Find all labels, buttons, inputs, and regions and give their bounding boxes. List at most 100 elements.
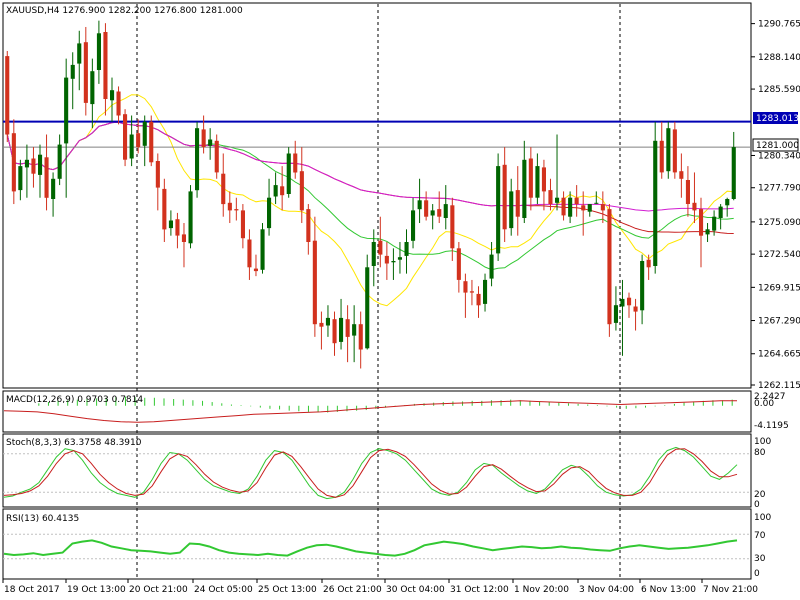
candle-body xyxy=(424,200,429,217)
candle xyxy=(469,279,474,306)
candle xyxy=(293,140,298,179)
candle xyxy=(221,153,226,217)
candle xyxy=(358,311,363,369)
candle xyxy=(70,52,75,110)
candle xyxy=(620,279,625,356)
stoch-main-line xyxy=(3,446,738,500)
candle xyxy=(509,178,514,236)
candle xyxy=(181,223,186,268)
candle-body xyxy=(319,322,324,327)
candle-body xyxy=(607,209,612,325)
candle-body xyxy=(587,204,592,212)
candle xyxy=(463,273,468,318)
candle xyxy=(391,248,396,280)
candle-body xyxy=(378,240,383,255)
candle-body xyxy=(234,209,239,211)
macd-signal-line xyxy=(3,400,737,423)
candle xyxy=(561,191,566,221)
candle xyxy=(162,178,167,242)
candle-body xyxy=(116,91,121,116)
candle-body xyxy=(129,134,134,159)
candle-body xyxy=(404,242,409,256)
candle xyxy=(260,223,265,274)
candle xyxy=(522,140,527,224)
candle xyxy=(424,191,429,221)
candle-body xyxy=(705,229,710,235)
stoch-tick-20: 20 xyxy=(754,490,766,500)
price-axis: 1290.765 1288.140 1285.590 1280.340 1277.790… xyxy=(751,20,800,391)
macd-signal-polyline xyxy=(3,400,737,423)
ma-fast-line xyxy=(6,94,734,307)
candle xyxy=(208,128,213,160)
candle-body xyxy=(541,167,546,192)
candle xyxy=(712,210,717,236)
candle-body xyxy=(568,197,573,217)
current-price-tag xyxy=(752,138,799,152)
rsi-polyline xyxy=(3,539,738,557)
candle-body xyxy=(476,293,481,306)
candle xyxy=(653,121,658,274)
candle-body xyxy=(11,133,16,192)
candle xyxy=(306,204,311,255)
candle-body xyxy=(325,317,330,326)
candle-body xyxy=(286,153,291,194)
candle-body xyxy=(712,216,717,231)
candle-body xyxy=(528,158,533,198)
ma-slow-line xyxy=(6,121,734,234)
price-tick-label: 1288.140 xyxy=(758,53,800,63)
stoch-tick-0: 0 xyxy=(754,500,760,510)
candle xyxy=(541,159,546,211)
candle xyxy=(96,20,101,84)
candle xyxy=(83,26,88,116)
candle xyxy=(581,191,586,236)
candle-body xyxy=(581,205,586,211)
candle-body xyxy=(214,140,219,173)
candle xyxy=(378,216,383,268)
candle xyxy=(411,197,416,249)
rsi-tick-0: 0 xyxy=(754,569,760,579)
candle-body xyxy=(201,129,206,148)
candle-body xyxy=(371,242,376,266)
candle xyxy=(371,229,376,287)
candle-body xyxy=(312,240,317,325)
price-tick-label: 1264.665 xyxy=(758,350,800,360)
candle xyxy=(345,305,350,363)
candle xyxy=(267,178,272,236)
candle-body xyxy=(175,219,180,236)
candle-body xyxy=(430,210,435,216)
candle-body xyxy=(339,317,344,342)
candle-body xyxy=(96,33,101,70)
candle-body xyxy=(653,140,658,266)
rsi-tick-70: 70 xyxy=(754,531,766,541)
candle-body xyxy=(90,71,95,105)
rsi-line xyxy=(3,539,738,557)
candle xyxy=(587,204,592,217)
candle xyxy=(646,254,651,280)
candle xyxy=(280,166,285,211)
price-tick-label: 1277.790 xyxy=(758,184,800,194)
macd-tick-bottom: -4.1195 xyxy=(754,421,789,431)
stoch-tick-100: 100 xyxy=(754,437,771,447)
stoch-panel xyxy=(2,433,752,508)
candle xyxy=(149,115,154,167)
candle-body xyxy=(5,56,10,135)
candle xyxy=(613,286,618,331)
candle-body xyxy=(666,128,671,172)
candle-body xyxy=(332,319,337,344)
candle-body xyxy=(64,77,69,144)
candle xyxy=(325,305,330,337)
candle xyxy=(515,166,520,236)
candle-body xyxy=(627,297,632,306)
time-label: 6 Nov 13:00 xyxy=(641,585,696,595)
candle xyxy=(430,204,435,230)
rsi-panel xyxy=(2,508,752,580)
candle-body xyxy=(620,298,625,307)
candle-body xyxy=(168,220,173,229)
candle xyxy=(685,166,690,217)
time-label: 31 Oct 12:00 xyxy=(450,585,509,595)
candle-body xyxy=(51,178,56,199)
candle xyxy=(11,119,16,205)
candle-body xyxy=(247,239,252,268)
time-label: 18 Oct 2017 xyxy=(4,585,60,595)
candle xyxy=(384,241,389,280)
